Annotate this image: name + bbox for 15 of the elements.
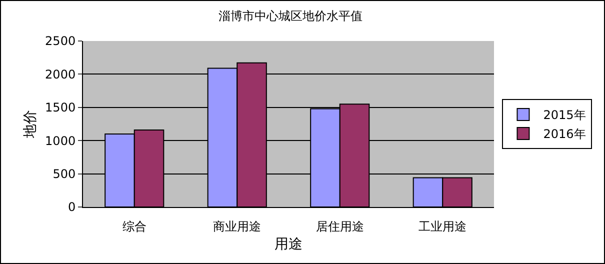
y-tick-label: 0 [68,200,76,214]
y-tick-label: 1500 [45,100,76,115]
x-tick-label: 居住用途 [316,219,364,234]
x-tick-label: 综合 [122,219,146,234]
y-tick-label: 1000 [45,134,76,148]
x-tick-label: 商业用途 [213,219,262,234]
y-axis-title: 地价 [22,110,39,139]
legend-label: 2016年 [543,127,586,142]
y-tick-label: 2000 [45,67,76,82]
legend-label: 2015年 [543,108,586,122]
x-axis-title: 用途 [274,236,302,253]
x-tick-label: 工业用途 [418,219,467,234]
y-tick-label: 2500 [45,34,76,48]
y-tick-label: 500 [52,167,76,181]
chart-title: 淄博市中心城区地价水平值 [218,8,362,23]
